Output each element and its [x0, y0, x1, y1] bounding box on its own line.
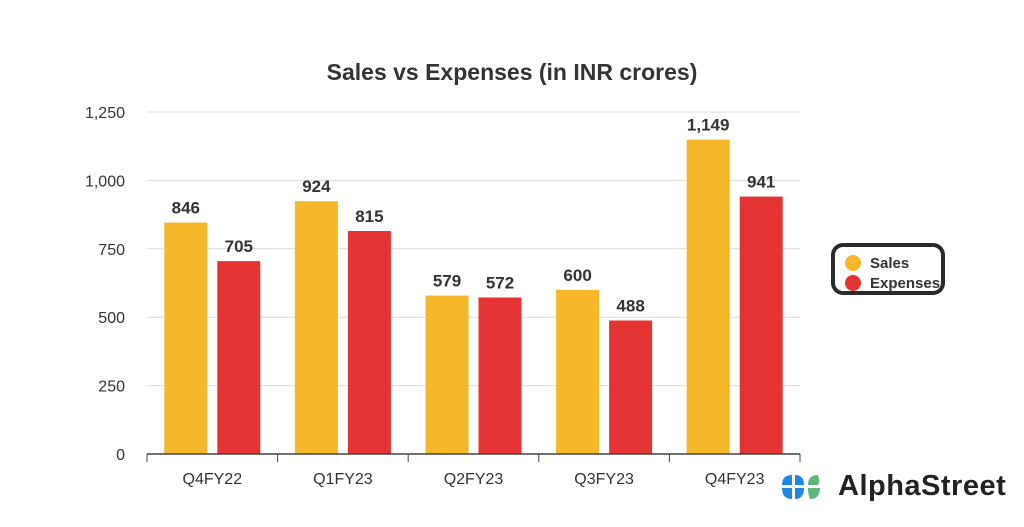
- data-label: 600: [563, 266, 591, 285]
- y-tick-label: 0: [116, 447, 125, 464]
- y-tick-label: 250: [98, 379, 125, 396]
- data-label: 924: [302, 177, 331, 196]
- data-label: 815: [355, 207, 383, 226]
- bar-sales: [294, 201, 338, 454]
- legend-item-expenses: Expenses: [845, 273, 941, 293]
- data-label: 1,149: [687, 116, 730, 135]
- alphastreet-logo: AlphaStreet: [780, 470, 1006, 503]
- y-tick-label: 1,250: [85, 105, 125, 122]
- data-label: 579: [433, 272, 461, 291]
- bar-expenses: [739, 196, 783, 454]
- chart-title: Sales vs Expenses (in INR crores): [327, 59, 698, 85]
- bar-sales: [556, 289, 600, 454]
- bar-sales: [164, 222, 208, 454]
- x-tick-label: Q4FY22: [183, 471, 243, 488]
- data-label: 846: [172, 199, 200, 218]
- x-tick-label: Q2FY23: [444, 471, 504, 488]
- x-tick-label: Q4FY23: [705, 471, 765, 488]
- bar-expenses: [609, 320, 653, 454]
- bar-sales: [686, 139, 730, 454]
- data-label: 488: [616, 296, 644, 315]
- data-label: 941: [747, 173, 775, 192]
- bar-sales: [425, 295, 469, 454]
- y-tick-label: 1,000: [85, 173, 125, 190]
- expenses-swatch: [845, 275, 861, 291]
- data-label: 572: [486, 274, 514, 293]
- legend-item-sales: Sales: [845, 253, 941, 273]
- bar-expenses: [478, 297, 522, 454]
- legend: Sales Expenses: [831, 243, 945, 295]
- brand-name: AlphaStreet: [838, 470, 1007, 502]
- y-tick-label: 500: [98, 310, 125, 327]
- bar-expenses: [217, 261, 261, 454]
- y-tick-label: 750: [98, 242, 125, 259]
- legend-label: Expenses: [870, 274, 941, 292]
- sales-swatch: [845, 255, 861, 271]
- bar-expenses: [347, 231, 391, 454]
- legend-label: Sales: [870, 254, 910, 272]
- data-label: 705: [225, 237, 253, 256]
- x-tick-label: Q3FY23: [574, 471, 634, 488]
- alphastreet-logo-icon: [782, 474, 820, 499]
- x-tick-label: Q1FY23: [313, 471, 373, 488]
